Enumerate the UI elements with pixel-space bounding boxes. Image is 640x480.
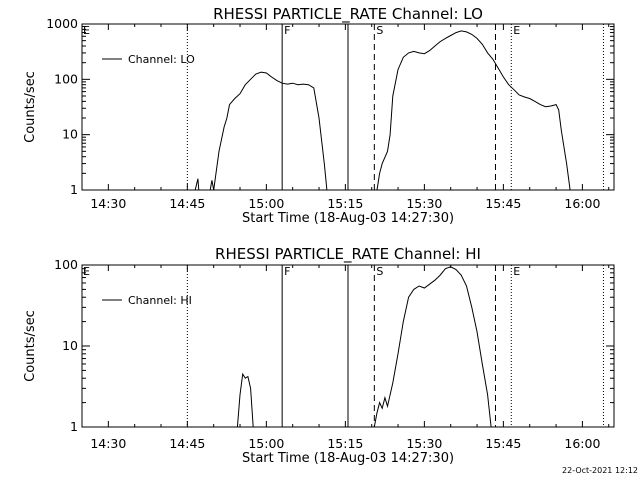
x-tick-label: 14:30 <box>90 196 126 211</box>
x-tick-label: 15:00 <box>248 196 284 211</box>
corner-mark: E <box>83 24 90 37</box>
y-axis-label: Counts/sec <box>23 310 38 382</box>
chart-panel-1: RHESSI PARTICLE_RATE Channel: LO 14:30 14:… <box>23 5 615 226</box>
x-tick-label: 15:00 <box>248 436 284 451</box>
x-tick-label: 16:00 <box>564 196 600 211</box>
chart-panel-2: RHESSI PARTICLE_RATE Channel: HI 14:30 14:… <box>23 245 615 466</box>
y-tick-label: 100 <box>54 71 78 86</box>
y-tick-label: 100 <box>54 257 78 272</box>
x-tick-label: 15:15 <box>327 196 363 211</box>
x-tick-label: 16:00 <box>564 436 600 451</box>
y-tick-label: 10 <box>62 127 78 142</box>
corner-mark: E <box>83 265 90 278</box>
x-tick-label: 15:45 <box>485 196 521 211</box>
marker-label: E <box>513 24 520 37</box>
footer-timestamp: 22-Oct-2021 12:12 <box>562 466 638 475</box>
x-tick-label: 15:45 <box>485 436 521 451</box>
y-tick-label: 1 <box>70 182 78 197</box>
x-axis-label: Start Time (18-Aug-03 14:27:30) <box>242 451 454 466</box>
series-line-segment <box>236 372 254 428</box>
marker-label: F <box>284 265 290 278</box>
series-line-segment <box>373 266 492 428</box>
x-tick-label: 15:30 <box>406 436 442 451</box>
series-line-segment <box>209 180 215 191</box>
chart-title: RHESSI PARTICLE_RATE Channel: HI <box>215 245 481 264</box>
series-line-segment <box>213 71 328 191</box>
marker-label: S <box>376 265 383 278</box>
x-axis-label: Start Time (18-Aug-03 14:27:30) <box>242 211 454 226</box>
legend-label: Channel: LO <box>128 53 195 66</box>
x-tick-label: 15:30 <box>406 196 442 211</box>
y-tick-label: 1 <box>70 419 78 434</box>
y-axis-label: Counts/sec <box>23 71 38 143</box>
series-line-segment <box>376 30 571 191</box>
y-tick-label: 1000 <box>46 16 78 31</box>
x-tick-label: 14:45 <box>169 436 205 451</box>
y-tick-label: 10 <box>62 338 78 353</box>
x-tick-label: 15:15 <box>327 436 363 451</box>
x-tick-label: 14:30 <box>90 436 126 451</box>
x-tick-label: 14:45 <box>169 196 205 211</box>
marker-label: E <box>513 265 520 278</box>
marker-label: F <box>284 24 290 37</box>
legend-label: Channel: HI <box>128 294 192 307</box>
chart-title: RHESSI PARTICLE_RATE Channel: LO <box>213 5 483 24</box>
marker-label: S <box>376 24 383 37</box>
series-line-segment <box>194 178 200 191</box>
